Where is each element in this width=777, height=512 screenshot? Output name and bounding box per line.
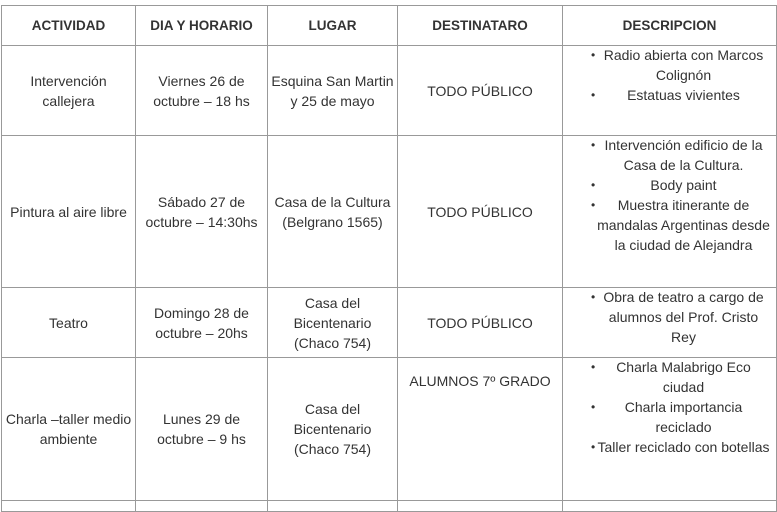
bullet-icon: •: [591, 48, 596, 62]
header-actividad: ACTIVIDAD: [1, 5, 136, 46]
cell-destinatario: ALUMNOS 7º GRADO: [397, 357, 563, 501]
bullet-icon: •: [591, 440, 596, 454]
list-item: • Muestra itinerante de mandalas Argentin…: [591, 197, 770, 253]
list-item: • Taller reciclado con botellas: [591, 439, 770, 455]
cell-dia: Sábado 27 de octubre – 14:30hs: [135, 135, 268, 288]
cell-destinatario: TODO PÚBLICO: [397, 135, 563, 288]
cell-actividad: Charla –taller medio ambiente: [1, 357, 136, 501]
table-row: Pintura al aire libre Sábado 27 de octub…: [1, 135, 777, 288]
bullet-icon: •: [591, 178, 596, 192]
cell-lugar: Esquina San Martin y 25 de mayo: [267, 45, 398, 136]
cell-lugar: Casa del Bicentenario (Chaco 754): [267, 357, 398, 501]
list-item: • Intervención edificio de la Casa de la …: [591, 137, 763, 173]
list-item: • Estatuas vivientes: [591, 87, 740, 103]
bullet-icon: •: [591, 290, 596, 304]
table-row: Charla –taller medio ambiente Lunes 29 d…: [1, 357, 777, 501]
bullet-icon: •: [591, 138, 596, 152]
cell-destinatario: TODO PÚBLICO: [397, 287, 563, 358]
table-row: Teatro Domingo 28 de octubre – 20hs Casa…: [1, 287, 777, 358]
header-row: ACTIVIDAD DIA Y HORARIO LUGAR DESTINATAR…: [1, 5, 777, 46]
cell-actividad: Teatro: [1, 287, 136, 358]
cell-descripcion: • Radio abierta con Marcos Colignón • Esta…: [562, 45, 777, 136]
bullet-icon: •: [591, 198, 596, 212]
header-destinatario: DESTINATARO: [397, 5, 563, 46]
header-descripcion: DESCRIPCION: [562, 5, 777, 46]
activities-table: ACTIVIDAD DIA Y HORARIO LUGAR DESTINATAR…: [1, 5, 777, 512]
cell-actividad: Pintura al aire libre: [1, 135, 136, 288]
list-item: • Radio abierta con Marcos Colignón: [591, 47, 764, 83]
list-item: • Obra de teatro a cargo de alumnos del P…: [591, 289, 764, 345]
cell-destinatario: TODO PÚBLICO: [397, 45, 563, 136]
bullet-icon: •: [591, 360, 596, 374]
bullet-icon: •: [591, 88, 596, 102]
list-item: • Body paint: [591, 177, 717, 193]
cell-actividad: Intervención callejera: [1, 45, 136, 136]
bullet-icon: •: [591, 400, 596, 414]
header-dia-horario: DIA Y HORARIO: [135, 5, 268, 46]
list-item: • Charla Malabrigo Eco ciudad: [591, 359, 751, 395]
cell-dia: Viernes 26 de octubre – 18 hs: [135, 45, 268, 136]
cell-descripcion: • Charla Malabrigo Eco ciudad • Charla imp…: [562, 357, 777, 501]
table-row-partial: [1, 500, 777, 512]
cell-lugar: Casa del Bicentenario (Chaco 754): [267, 287, 398, 358]
cell-descripcion: • Intervención edificio de la Casa de la …: [562, 135, 777, 288]
cell-dia: Lunes 29 de octubre – 9 hs: [135, 357, 268, 501]
cell-descripcion: • Obra de teatro a cargo de alumnos del P…: [562, 287, 777, 358]
header-lugar: LUGAR: [267, 5, 398, 46]
cell-lugar: Casa de la Cultura (Belgrano 1565): [267, 135, 398, 288]
list-item: • Charla importancia reciclado: [591, 399, 743, 435]
cell-dia: Domingo 28 de octubre – 20hs: [135, 287, 268, 358]
table-row: Intervención callejera Viernes 26 de oct…: [1, 45, 777, 136]
